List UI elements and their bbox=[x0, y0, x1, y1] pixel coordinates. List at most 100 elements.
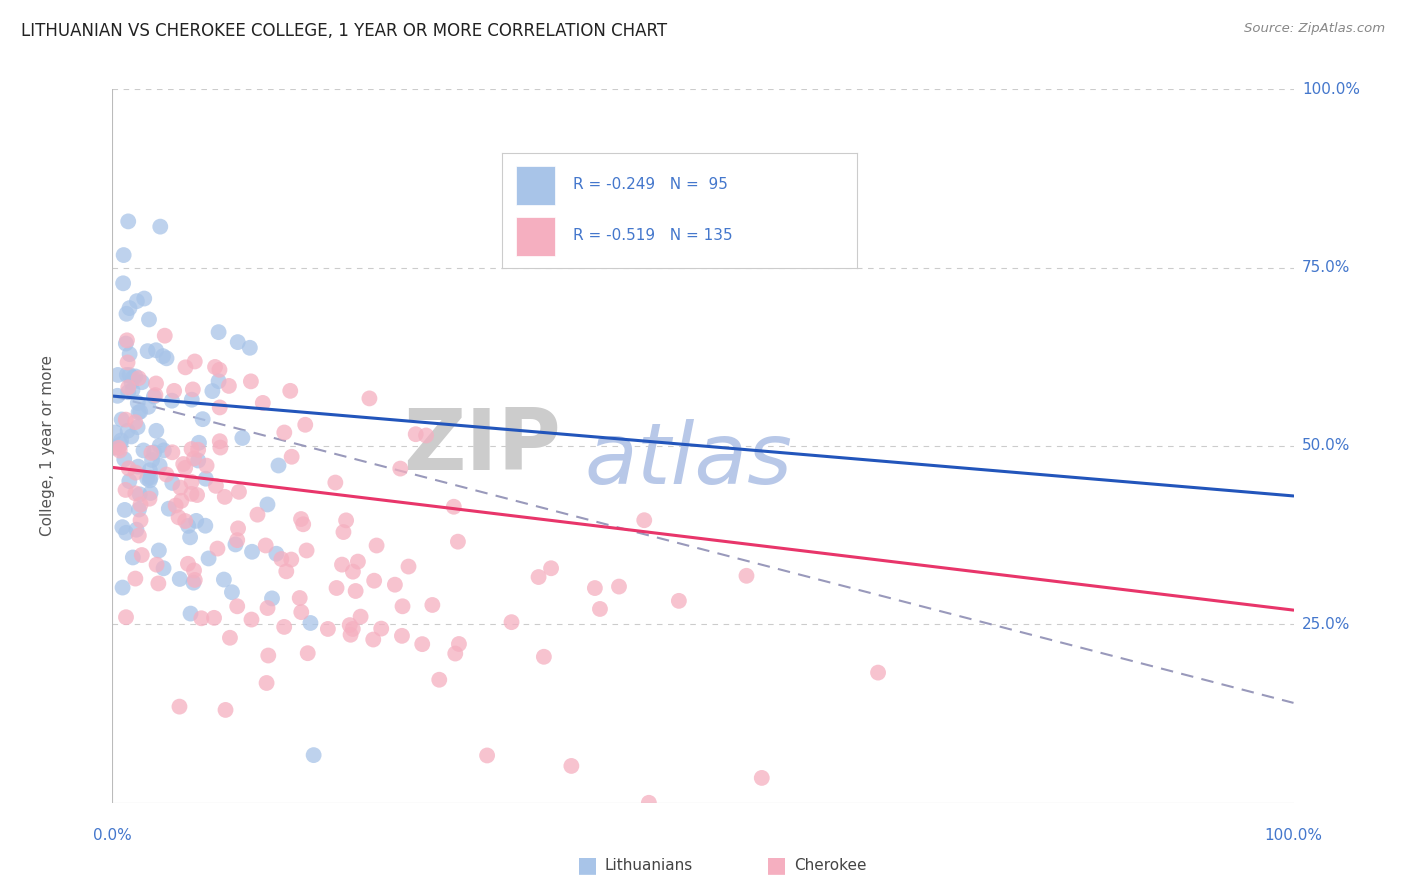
Point bbox=[107, 389, 129, 403]
Point bbox=[256, 676, 278, 690]
Point bbox=[254, 539, 277, 553]
Point bbox=[115, 525, 138, 540]
Point bbox=[335, 513, 357, 527]
Point bbox=[226, 521, 249, 535]
Point bbox=[297, 646, 319, 660]
Point bbox=[583, 581, 606, 595]
Point bbox=[342, 622, 364, 636]
Point bbox=[118, 347, 141, 361]
Point bbox=[209, 441, 232, 455]
Point bbox=[104, 441, 127, 455]
Point bbox=[273, 425, 295, 440]
Point bbox=[111, 520, 134, 534]
Point bbox=[152, 561, 174, 575]
Text: Cherokee: Cherokee bbox=[794, 858, 868, 872]
Point bbox=[204, 359, 226, 374]
Point bbox=[170, 493, 193, 508]
Point bbox=[349, 609, 371, 624]
Point bbox=[325, 475, 347, 490]
Point bbox=[207, 374, 229, 388]
Point bbox=[131, 548, 153, 562]
Point bbox=[246, 508, 269, 522]
Point bbox=[278, 384, 301, 398]
Point bbox=[112, 248, 135, 262]
Point bbox=[117, 355, 139, 369]
Point bbox=[344, 584, 367, 599]
Point bbox=[138, 312, 160, 326]
Point bbox=[447, 637, 470, 651]
Point bbox=[143, 445, 166, 459]
Point bbox=[138, 491, 160, 506]
Point bbox=[638, 796, 661, 810]
Point bbox=[239, 375, 262, 389]
Point bbox=[136, 471, 159, 485]
Point bbox=[207, 541, 229, 556]
Point bbox=[107, 441, 129, 455]
Point bbox=[475, 748, 498, 763]
Point bbox=[169, 699, 191, 714]
Point bbox=[104, 425, 127, 440]
Point bbox=[129, 405, 152, 419]
Point bbox=[183, 451, 205, 466]
Point bbox=[162, 445, 184, 459]
Point bbox=[172, 457, 194, 471]
Point bbox=[266, 547, 288, 561]
Point bbox=[226, 335, 249, 350]
Point bbox=[115, 610, 138, 624]
Point bbox=[145, 388, 167, 402]
Point bbox=[208, 363, 231, 377]
Point bbox=[290, 512, 312, 526]
Point bbox=[107, 368, 129, 382]
Point bbox=[190, 611, 212, 625]
Point bbox=[183, 564, 205, 578]
Point bbox=[115, 368, 138, 382]
Point bbox=[359, 392, 381, 406]
Point bbox=[148, 576, 170, 591]
Point bbox=[141, 453, 163, 467]
Point bbox=[260, 591, 283, 606]
Point bbox=[149, 439, 172, 453]
Point bbox=[115, 336, 138, 351]
Point bbox=[139, 463, 162, 477]
Point bbox=[124, 466, 146, 480]
Point bbox=[145, 424, 167, 438]
Point bbox=[316, 622, 339, 636]
Point bbox=[370, 622, 392, 636]
Point bbox=[128, 502, 150, 516]
Point bbox=[447, 534, 470, 549]
Point bbox=[256, 601, 278, 615]
Point bbox=[114, 483, 136, 497]
Point bbox=[292, 517, 315, 532]
Point bbox=[231, 431, 253, 445]
Point bbox=[361, 632, 384, 647]
Text: 50.0%: 50.0% bbox=[1302, 439, 1350, 453]
Point bbox=[226, 599, 249, 614]
Point bbox=[201, 384, 224, 398]
Point bbox=[339, 618, 361, 632]
Point bbox=[128, 405, 150, 419]
Point bbox=[187, 453, 209, 467]
FancyBboxPatch shape bbox=[516, 166, 555, 205]
Point bbox=[443, 500, 465, 514]
Point bbox=[202, 611, 225, 625]
Point bbox=[121, 550, 143, 565]
Point bbox=[257, 648, 280, 663]
Text: Source: ZipAtlas.com: Source: ZipAtlas.com bbox=[1244, 22, 1385, 36]
Point bbox=[208, 434, 231, 449]
Point bbox=[527, 570, 550, 584]
Point bbox=[194, 472, 217, 486]
Text: Lithuanians: Lithuanians bbox=[605, 858, 693, 872]
Text: LITHUANIAN VS CHEROKEE COLLEGE, 1 YEAR OR MORE CORRELATION CHART: LITHUANIAN VS CHEROKEE COLLEGE, 1 YEAR O… bbox=[21, 22, 668, 40]
Point bbox=[169, 572, 191, 586]
FancyBboxPatch shape bbox=[516, 218, 555, 256]
Point bbox=[391, 629, 413, 643]
Point bbox=[668, 594, 690, 608]
Point bbox=[342, 565, 364, 579]
Point bbox=[118, 301, 141, 315]
Point bbox=[136, 344, 159, 359]
Point bbox=[391, 599, 413, 614]
Point bbox=[184, 573, 207, 587]
Point bbox=[142, 389, 165, 403]
Point bbox=[252, 396, 274, 410]
Point bbox=[128, 528, 150, 542]
